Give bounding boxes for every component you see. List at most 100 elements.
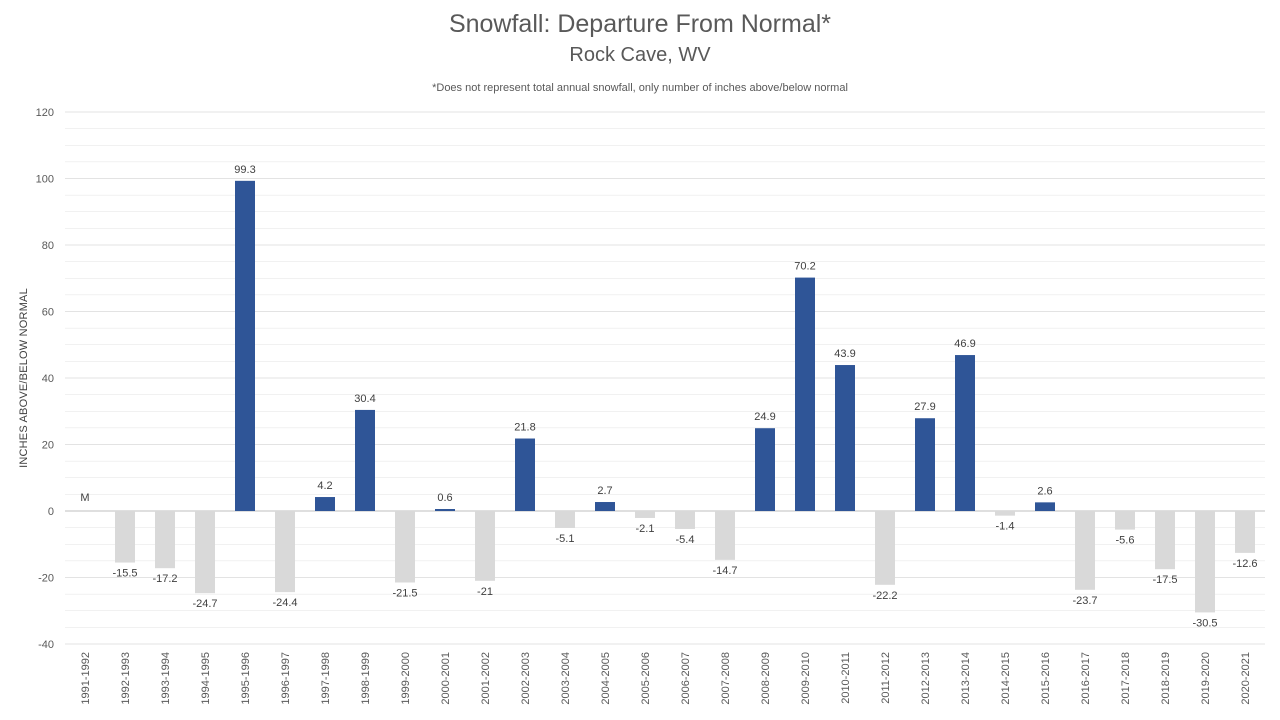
bar [1035,502,1055,511]
x-tick-label: 2020-2021 [1240,652,1252,705]
chart-title: Snowfall: Departure From Normal* [448,10,832,38]
bar [1115,511,1135,530]
y-tick-label: 120 [36,107,54,119]
bar [1155,511,1175,570]
x-tick-label: 1995-1996 [240,652,252,705]
data-label: -14.7 [712,565,737,577]
data-label: 70.2 [794,261,815,273]
bar [795,277,815,511]
x-tick-label: 2013-2014 [960,652,972,705]
bar [275,511,295,593]
bar [435,509,455,511]
bar [515,438,535,511]
data-label: -17.2 [152,573,177,585]
x-tick-label: 2016-2017 [1080,652,1092,705]
x-tick-label: 1992-1993 [120,652,132,705]
x-tick-label: 2012-2013 [920,652,932,705]
data-label: 46.9 [954,338,975,350]
data-label: 27.9 [914,401,935,413]
bar [555,511,575,528]
data-label: 2.6 [1037,485,1052,497]
bar [915,418,935,511]
x-tick-label: 1993-1994 [160,652,172,705]
data-label: -24.7 [192,598,217,610]
y-tick-label: -20 [38,573,54,585]
x-tick-label: 2018-2019 [1160,652,1172,705]
data-label: -1.4 [996,521,1015,533]
bar [1195,511,1215,613]
x-tick-label: 2017-2018 [1120,652,1132,705]
bars [115,180,1255,613]
x-tick-label: 2014-2015 [1000,652,1012,705]
y-tick-label: 80 [42,240,54,252]
bar [715,511,735,560]
data-label: 4.2 [317,480,332,492]
chart-subtitle: Rock Cave, WV [569,44,711,66]
y-axis-ticks: -40 -20 0 20 40 60 80 100 120 [36,107,54,651]
bar [955,355,975,511]
chart-note: *Does not represent total annual snowfal… [432,82,848,94]
x-tick-label: 2003-2004 [560,652,572,705]
data-label: -2.1 [636,523,655,535]
bar [835,365,855,511]
x-tick-label: 2006-2007 [680,652,692,705]
bar [755,428,775,511]
data-label: -21.5 [392,587,417,599]
y-tick-label: 100 [36,174,54,186]
data-label: 2.7 [597,485,612,497]
bar [995,511,1015,516]
x-tick-label: 1994-1995 [200,652,212,705]
x-tick-label: 2007-2008 [720,652,732,705]
missing-label: M [80,492,89,504]
data-label: -12.6 [1232,558,1257,570]
data-labels: M -15.5 -17.2 -24.7 99.3 -24.4 4.2 30.4 -21.5 0.6… [80,164,1257,630]
bar [635,511,655,518]
data-label: -5.1 [556,533,575,545]
x-tick-label: 1998-1999 [360,652,372,705]
bar [195,511,215,594]
x-tick-label: 2004-2005 [600,652,612,705]
x-tick-label: 2009-2010 [800,652,812,705]
bar [115,511,135,563]
x-tick-label: 2019-2020 [1200,652,1212,705]
bar [235,180,255,511]
data-label: -21 [477,586,493,598]
data-label: 21.8 [514,422,535,434]
x-axis-ticks: 1991-1992 1992-1993 1993-1994 1994-1995 1995… [80,652,1252,705]
x-tick-label: 2002-2003 [520,652,532,705]
data-label: 0.6 [437,492,452,504]
data-label: -17.5 [1152,574,1177,586]
y-tick-label: -40 [38,639,54,651]
y-axis-label: INCHES ABOVE/BELOW NORMAL [18,288,30,468]
data-label: 99.3 [234,164,255,176]
x-tick-label: 2000-2001 [440,652,452,705]
x-tick-label: 2015-2016 [1040,652,1052,705]
bar [595,502,615,511]
x-tick-label: 2011-2012 [880,652,892,704]
bar [1075,511,1095,590]
x-tick-label: 2008-2009 [760,652,772,705]
x-tick-label: 1999-2000 [400,652,412,705]
data-label: 43.9 [834,348,855,360]
data-label: 24.9 [754,411,775,423]
bar [395,511,415,583]
bar [355,409,375,511]
gridlines [65,111,1265,645]
x-tick-label: 1991-1992 [80,652,92,705]
x-tick-label: 2010-2011 [840,652,852,704]
data-label: -23.7 [1072,595,1097,607]
bar [315,497,335,511]
y-tick-label: 60 [42,307,54,319]
data-label: -24.4 [272,597,297,609]
x-tick-label: 1997-1998 [320,652,332,705]
data-label: -22.2 [872,590,897,602]
bar [875,511,895,585]
data-label: -30.5 [1192,617,1217,629]
data-label: -5.4 [676,534,695,546]
data-label: 30.4 [354,393,375,405]
bar [675,511,695,529]
bar [475,511,495,581]
x-tick-label: 2001-2002 [480,652,492,705]
